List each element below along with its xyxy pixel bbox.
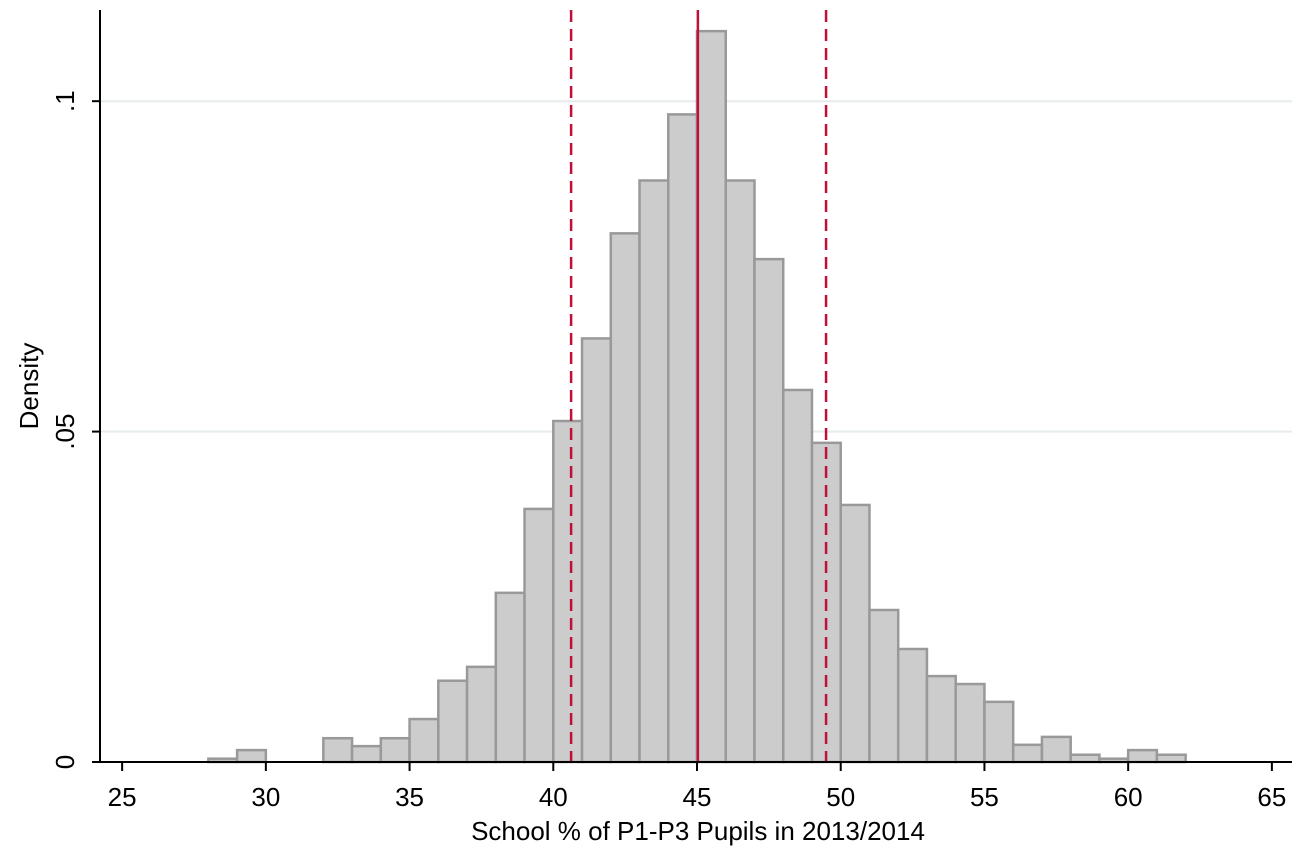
x-tick-label: 55: [970, 782, 999, 812]
bar: [408, 717, 440, 764]
bar: [839, 503, 871, 764]
bar: [350, 744, 383, 764]
x-tick-label: 50: [826, 782, 855, 812]
bar: [322, 736, 354, 764]
bar: [667, 113, 699, 764]
bar: [724, 179, 756, 764]
bar: [983, 700, 1015, 764]
bar: [580, 337, 613, 764]
bar: [1011, 743, 1044, 764]
bar: [868, 608, 900, 764]
bar: [1155, 753, 1187, 764]
x-tick-label: 60: [1114, 782, 1143, 812]
y-tick-label: 0: [50, 755, 80, 769]
bar: [1069, 753, 1101, 764]
bar: [753, 257, 785, 764]
x-tick-label: 30: [251, 782, 280, 812]
bar: [609, 232, 641, 764]
x-tick-label: 65: [1257, 782, 1286, 812]
x-axis-label: School % of P1-P3 Pupils in 2013/2014: [471, 816, 925, 846]
bar: [925, 674, 957, 764]
y-tick-label: .1: [50, 90, 80, 112]
y-tick-label: .05: [50, 414, 80, 450]
x-tick-label: 40: [539, 782, 568, 812]
x-tick-label: 35: [395, 782, 424, 812]
bar: [379, 736, 411, 764]
bar: [235, 748, 268, 764]
bar: [1126, 748, 1159, 764]
bar: [896, 647, 929, 764]
bar: [695, 29, 727, 764]
bar: [523, 507, 555, 764]
bar: [494, 591, 526, 764]
bar: [638, 179, 670, 764]
bar: [781, 388, 814, 764]
bar: [465, 665, 498, 764]
y-axis-label: Density: [14, 343, 44, 430]
bar: [437, 679, 469, 764]
x-tick-label: 45: [683, 782, 712, 812]
bar: [954, 682, 986, 764]
bar: [552, 419, 584, 764]
bar: [1040, 735, 1072, 764]
x-tick-label: 25: [108, 782, 137, 812]
